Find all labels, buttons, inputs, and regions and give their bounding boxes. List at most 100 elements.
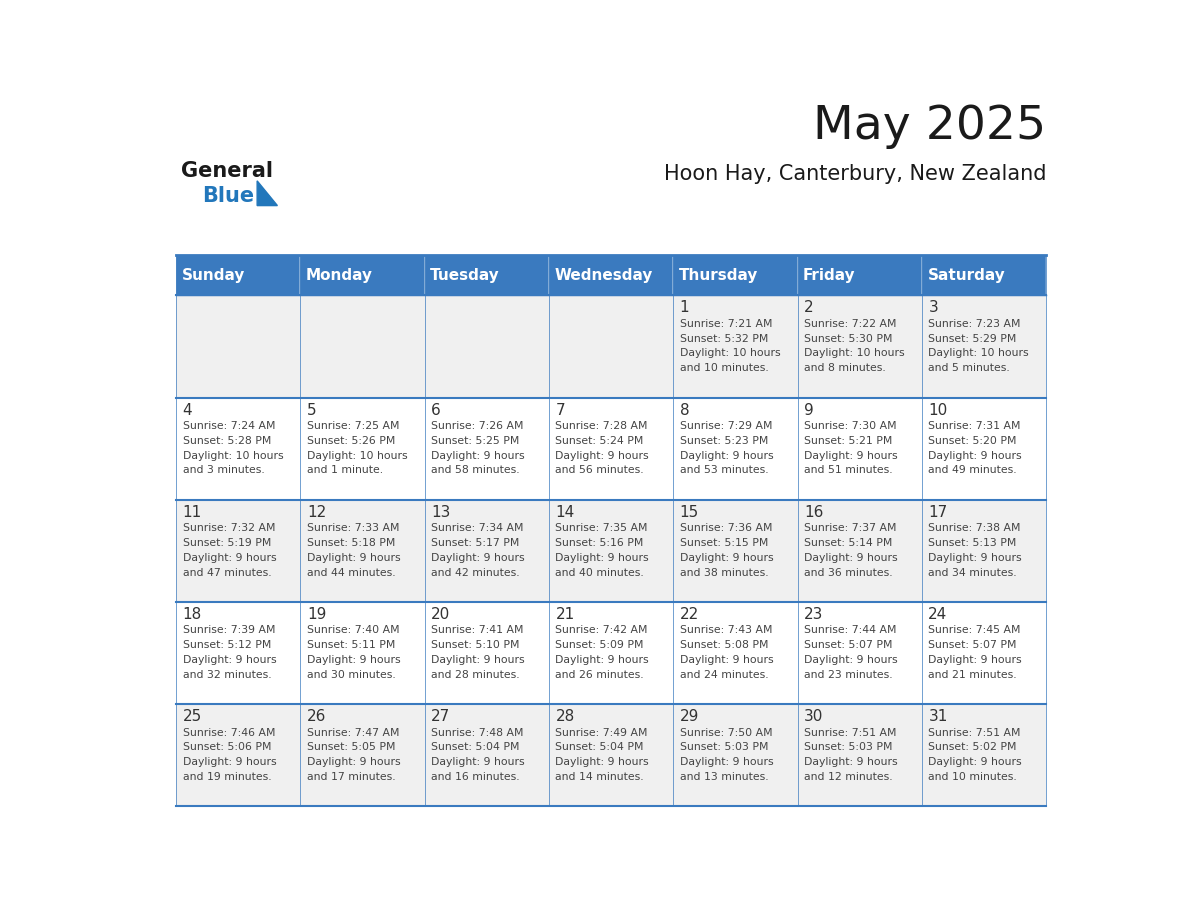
Text: 24: 24 [928, 607, 948, 621]
Text: Sunrise: 7:40 AM: Sunrise: 7:40 AM [307, 625, 399, 635]
Text: Sunrise: 7:44 AM: Sunrise: 7:44 AM [804, 625, 897, 635]
Text: 27: 27 [431, 709, 450, 724]
Bar [301, 255, 424, 296]
Bar [922, 397, 1047, 499]
Text: 30: 30 [804, 709, 823, 724]
Text: 31: 31 [928, 709, 948, 724]
Text: 28: 28 [556, 709, 575, 724]
Text: and 38 minutes.: and 38 minutes. [680, 567, 769, 577]
Bar [674, 255, 797, 296]
Text: Monday: Monday [307, 268, 373, 283]
Text: Sunrise: 7:38 AM: Sunrise: 7:38 AM [928, 523, 1020, 533]
Text: Sunset: 5:08 PM: Sunset: 5:08 PM [680, 640, 769, 650]
Bar [549, 499, 674, 602]
Text: Sunset: 5:16 PM: Sunset: 5:16 PM [556, 538, 644, 548]
Text: 13: 13 [431, 505, 450, 520]
Text: Daylight: 9 hours: Daylight: 9 hours [431, 757, 525, 767]
Text: Sunrise: 7:33 AM: Sunrise: 7:33 AM [307, 523, 399, 533]
Text: 14: 14 [556, 505, 575, 520]
Bar [301, 602, 424, 704]
Text: Daylight: 9 hours: Daylight: 9 hours [431, 553, 525, 563]
Text: and 5 minutes.: and 5 minutes. [928, 364, 1010, 374]
Text: 1: 1 [680, 300, 689, 315]
Text: and 10 minutes.: and 10 minutes. [680, 364, 769, 374]
Bar [797, 602, 922, 704]
Text: Daylight: 9 hours: Daylight: 9 hours [928, 757, 1022, 767]
Text: 29: 29 [680, 709, 699, 724]
Text: and 47 minutes.: and 47 minutes. [183, 567, 271, 577]
Text: Daylight: 9 hours: Daylight: 9 hours [183, 553, 276, 563]
Text: Daylight: 9 hours: Daylight: 9 hours [556, 655, 649, 665]
Text: and 30 minutes.: and 30 minutes. [307, 670, 396, 680]
Text: 11: 11 [183, 505, 202, 520]
Bar [425, 397, 549, 499]
Bar [922, 499, 1047, 602]
Text: Sunrise: 7:48 AM: Sunrise: 7:48 AM [431, 728, 524, 737]
Text: and 44 minutes.: and 44 minutes. [307, 567, 396, 577]
Text: and 34 minutes.: and 34 minutes. [928, 567, 1017, 577]
Text: Sunrise: 7:30 AM: Sunrise: 7:30 AM [804, 420, 897, 431]
Text: Daylight: 10 hours: Daylight: 10 hours [804, 348, 905, 358]
Text: 17: 17 [928, 505, 948, 520]
Bar [176, 704, 301, 806]
Bar [922, 704, 1047, 806]
Bar [674, 499, 797, 602]
Bar [301, 704, 424, 806]
Text: and 19 minutes.: and 19 minutes. [183, 772, 271, 782]
Text: Friday: Friday [803, 268, 855, 283]
Text: Sunrise: 7:36 AM: Sunrise: 7:36 AM [680, 523, 772, 533]
Text: Sunrise: 7:31 AM: Sunrise: 7:31 AM [928, 420, 1020, 431]
Text: Daylight: 9 hours: Daylight: 9 hours [804, 553, 898, 563]
Text: Daylight: 9 hours: Daylight: 9 hours [556, 757, 649, 767]
Text: Sunrise: 7:41 AM: Sunrise: 7:41 AM [431, 625, 524, 635]
Text: Sunrise: 7:23 AM: Sunrise: 7:23 AM [928, 319, 1020, 329]
Bar [176, 602, 301, 704]
Text: Daylight: 10 hours: Daylight: 10 hours [307, 451, 407, 461]
Text: Blue: Blue [202, 185, 254, 206]
Text: Daylight: 9 hours: Daylight: 9 hours [680, 655, 773, 665]
Text: Sunset: 5:06 PM: Sunset: 5:06 PM [183, 743, 271, 753]
Bar [922, 255, 1047, 296]
Text: 23: 23 [804, 607, 823, 621]
Bar [425, 499, 549, 602]
Text: 16: 16 [804, 505, 823, 520]
Text: Daylight: 9 hours: Daylight: 9 hours [431, 655, 525, 665]
Text: Sunset: 5:21 PM: Sunset: 5:21 PM [804, 436, 892, 446]
Text: Daylight: 9 hours: Daylight: 9 hours [431, 451, 525, 461]
Text: 3: 3 [928, 300, 939, 315]
Text: 8: 8 [680, 402, 689, 418]
Bar [301, 296, 424, 397]
Text: 5: 5 [307, 402, 316, 418]
Text: Sunset: 5:15 PM: Sunset: 5:15 PM [680, 538, 769, 548]
Text: and 32 minutes.: and 32 minutes. [183, 670, 271, 680]
Text: Daylight: 9 hours: Daylight: 9 hours [680, 451, 773, 461]
Text: 19: 19 [307, 607, 327, 621]
Text: Daylight: 10 hours: Daylight: 10 hours [680, 348, 781, 358]
Text: Sunset: 5:28 PM: Sunset: 5:28 PM [183, 436, 271, 446]
Text: Sunset: 5:29 PM: Sunset: 5:29 PM [928, 333, 1017, 343]
Text: Saturday: Saturday [928, 268, 1005, 283]
Text: Sunrise: 7:37 AM: Sunrise: 7:37 AM [804, 523, 897, 533]
Text: Daylight: 9 hours: Daylight: 9 hours [804, 451, 898, 461]
Text: Sunset: 5:17 PM: Sunset: 5:17 PM [431, 538, 519, 548]
Text: Sunset: 5:26 PM: Sunset: 5:26 PM [307, 436, 396, 446]
Text: 2: 2 [804, 300, 814, 315]
Text: Daylight: 9 hours: Daylight: 9 hours [928, 451, 1022, 461]
Text: Sunrise: 7:45 AM: Sunrise: 7:45 AM [928, 625, 1020, 635]
Text: Sunset: 5:03 PM: Sunset: 5:03 PM [804, 743, 892, 753]
Text: and 17 minutes.: and 17 minutes. [307, 772, 396, 782]
Text: Daylight: 9 hours: Daylight: 9 hours [680, 553, 773, 563]
Text: and 58 minutes.: and 58 minutes. [431, 465, 520, 476]
Text: 26: 26 [307, 709, 327, 724]
Text: and 42 minutes.: and 42 minutes. [431, 567, 520, 577]
Text: Sunrise: 7:22 AM: Sunrise: 7:22 AM [804, 319, 897, 329]
Text: Sunrise: 7:50 AM: Sunrise: 7:50 AM [680, 728, 772, 737]
Text: Sunset: 5:13 PM: Sunset: 5:13 PM [928, 538, 1017, 548]
Text: Sunrise: 7:35 AM: Sunrise: 7:35 AM [556, 523, 647, 533]
Text: Sunset: 5:30 PM: Sunset: 5:30 PM [804, 333, 892, 343]
Text: Sunset: 5:04 PM: Sunset: 5:04 PM [556, 743, 644, 753]
Text: and 14 minutes.: and 14 minutes. [556, 772, 644, 782]
Text: Sunrise: 7:25 AM: Sunrise: 7:25 AM [307, 420, 399, 431]
Text: Daylight: 9 hours: Daylight: 9 hours [804, 757, 898, 767]
Text: and 49 minutes.: and 49 minutes. [928, 465, 1017, 476]
